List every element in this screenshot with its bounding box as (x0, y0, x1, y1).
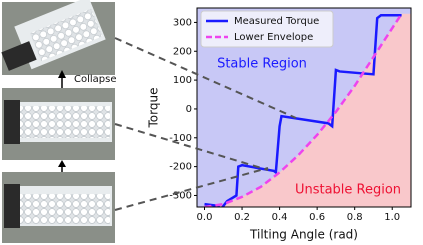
y-axis-label: Torque (147, 88, 161, 129)
y-tick-label: -200 (169, 162, 192, 173)
y-tick-label: 0 (186, 104, 192, 115)
x-tick-label: 0.6 (309, 212, 325, 223)
annotation: Unstable Region (295, 183, 401, 198)
x-tick-label: 0.0 (197, 212, 213, 223)
annotation: Stable Region (217, 57, 307, 72)
y-tick-label: 100 (173, 75, 192, 86)
legend: Measured Torque Lower Envelope (200, 10, 334, 48)
photo-bottom (2, 172, 115, 243)
y-tick-label: 200 (173, 46, 192, 57)
x-tick-label: 0.8 (347, 212, 363, 223)
unstable-region (204, 13, 411, 207)
x-axis-label: Tilting Angle (rad) (249, 228, 358, 242)
x-tick-label: 1.0 (384, 212, 400, 223)
x-tick-label: 0.4 (272, 212, 288, 223)
y-tick-label: -100 (169, 133, 192, 144)
collapse-arrows (58, 70, 66, 172)
arrow-label: Collapse (74, 74, 117, 85)
legend-label: Measured Torque (234, 16, 319, 27)
photo-middle (2, 88, 115, 160)
y-tick-label: -300 (169, 190, 192, 201)
x-tick-label: 0.2 (234, 212, 250, 223)
photo-top (1, 0, 115, 75)
legend-label: Lower Envelope (234, 32, 313, 43)
y-tick-label: 300 (173, 17, 192, 28)
